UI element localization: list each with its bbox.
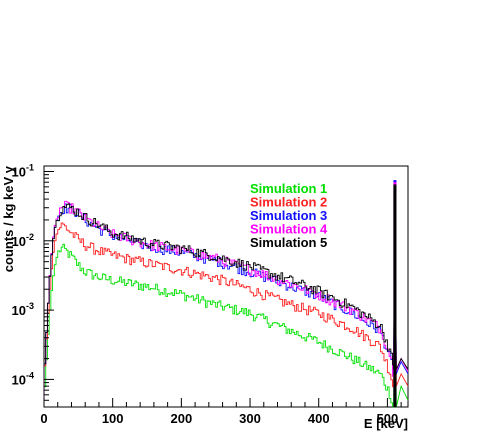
series-line-simulation-4 (43, 182, 409, 407)
x-axis: 0 100 200 300 400 500 (40, 398, 402, 426)
legend-entry-simulation-4: Simulation 4 (250, 222, 328, 237)
legend-entry-simulation-1: Simulation 1 (250, 181, 327, 196)
legend-entry-simulation-3: Simulation 3 (250, 208, 327, 223)
x-tick-label: 0 (40, 411, 47, 426)
y-tick-label: 10-4 (12, 370, 34, 387)
series-line-simulation-1 (43, 192, 409, 409)
y-tick-label: 10-3 (12, 301, 34, 318)
series-line-simulation-3 (43, 180, 409, 407)
y-tick-label: 10-2 (12, 232, 34, 249)
x-tick-label: 200 (171, 411, 193, 426)
series-layer (43, 180, 409, 409)
x-tick-label: 300 (239, 411, 261, 426)
x-tick-label: 100 (102, 411, 124, 426)
peak-bar-simulation-5 (393, 184, 397, 407)
plot-frame (43, 165, 409, 408)
y-tick-label: 10-1 (12, 162, 34, 179)
y-axis-label: counts / kg keV y (1, 165, 16, 272)
x-tick-label: 500 (377, 411, 399, 426)
series-line-simulation-2 (43, 186, 409, 407)
series-line-simulation-5 (43, 184, 409, 407)
x-axis-label: E [keV] (364, 416, 408, 431)
x-tick-label: 400 (308, 411, 330, 426)
legend-entry-simulation-5: Simulation 5 (250, 235, 327, 250)
y-axis: 10-4 10-3 10-2 10-1 (12, 162, 54, 408)
legend-entry-simulation-2: Simulation 2 (250, 195, 327, 210)
